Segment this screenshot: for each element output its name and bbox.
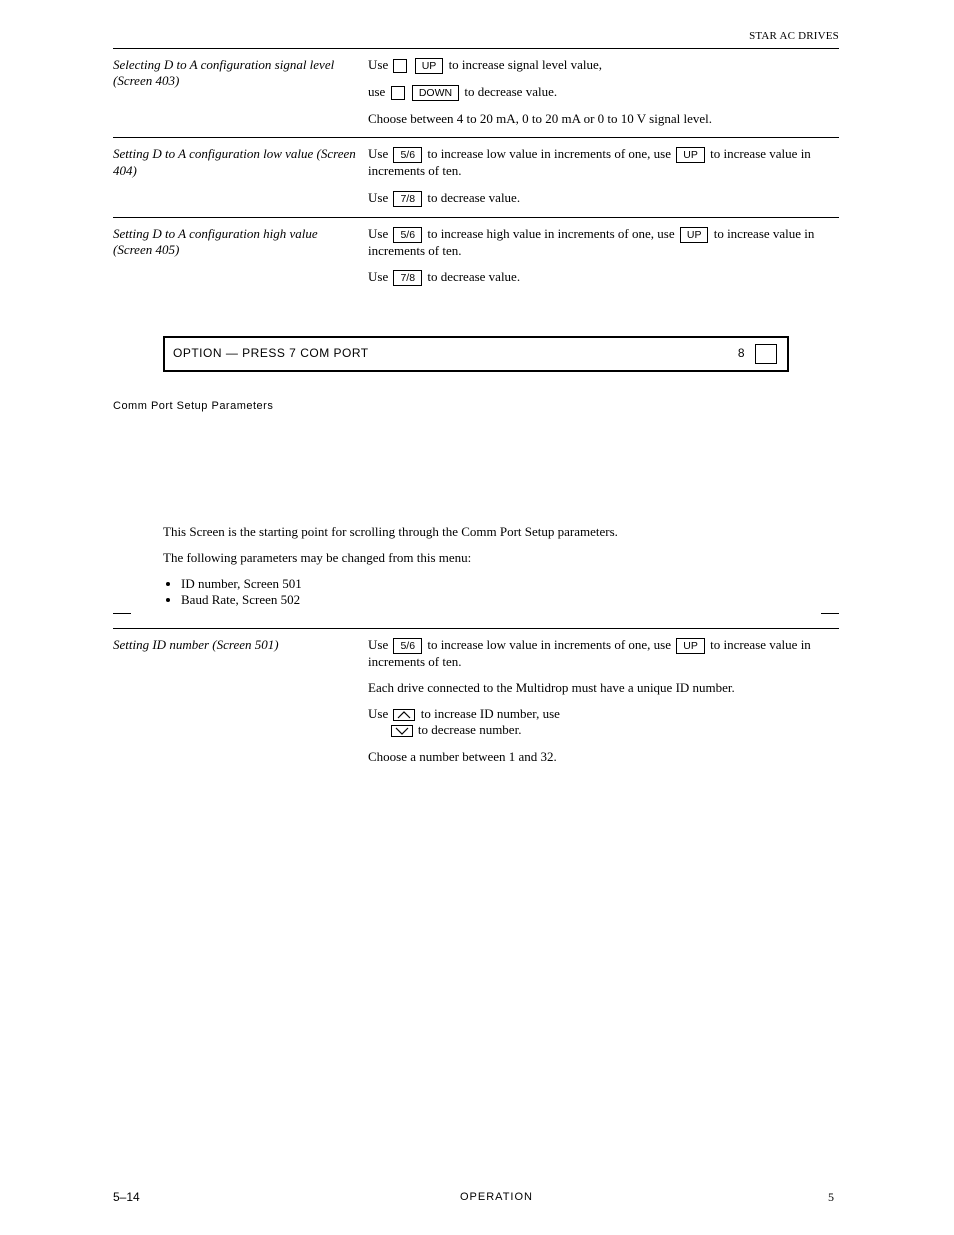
footer-chapter: OPERATION xyxy=(460,1191,533,1205)
key-up: UP xyxy=(676,638,705,654)
option-box-text: OPTION — PRESS 7 COM PORT xyxy=(173,346,369,361)
s1-p1-pre: Use xyxy=(368,57,391,72)
s1-p2-post: to decrease value. xyxy=(464,84,557,99)
key-up: UP xyxy=(680,227,709,243)
section-1: Selecting D to A configuration signal le… xyxy=(113,49,839,137)
brand-label: STAR AC DRIVES xyxy=(749,30,839,44)
s4-p1-pre: Use xyxy=(368,637,391,652)
subtitle: Comm Port Setup Parameters xyxy=(113,400,839,414)
key-5-6: 5/6 xyxy=(393,147,422,163)
body-text-2: The following parameters may be changed … xyxy=(163,550,839,566)
s3-p1-mid: to increase high value in increments of … xyxy=(427,226,678,241)
s3-p2-pre: Use xyxy=(368,269,391,284)
bullet-1: ID number, Screen 501 xyxy=(181,576,839,592)
page-content: STAR AC DRIVES Selecting D to A configur… xyxy=(113,0,839,775)
s2-p2-pre: Use xyxy=(368,190,391,205)
key-5-6: 5/6 xyxy=(393,638,422,654)
s1-p3: Choose between 4 to 20 mA, 0 to 20 mA or… xyxy=(368,111,839,127)
s2-p1-pre: Use xyxy=(368,146,391,161)
s4-p3-mid: to increase ID number, use xyxy=(421,706,560,721)
section-4-body: Use 5/6 to increase low value in increme… xyxy=(368,637,839,775)
s4-p1-mid: to increase low value in increments of o… xyxy=(427,637,674,652)
option-box-comm-port: OPTION — PRESS 7 COM PORT 8 xyxy=(163,336,789,372)
key-5-6: 5/6 xyxy=(393,227,422,243)
section-2-body: Use 5/6 to increase low value in increme… xyxy=(368,146,839,216)
option-box-right-label: 8 xyxy=(738,346,745,361)
section-3-body: Use 5/6 to increase high value in increm… xyxy=(368,226,839,296)
section-3-title: Setting D to A configuration high value … xyxy=(113,226,358,296)
section-3: Setting D to A configuration high value … xyxy=(113,218,839,296)
body-text-1: This Screen is the starting point for sc… xyxy=(163,524,839,540)
page-number: 5–14 xyxy=(113,1190,140,1205)
s3-p1-pre: Use xyxy=(368,226,391,241)
key-up: UP xyxy=(415,58,444,74)
section-2-title: Setting D to A configuration low value (… xyxy=(113,146,358,216)
key-7-8: 7/8 xyxy=(393,191,422,207)
s1-p2-pre: use xyxy=(368,84,389,99)
footer-right-num: 5 xyxy=(828,1190,834,1205)
key-7-8: 7/8 xyxy=(393,270,422,286)
bullet-2: Baud Rate, Screen 502 xyxy=(181,592,839,608)
section-4: Setting ID number (Screen 501) Use 5/6 t… xyxy=(113,629,839,775)
s2-p1-mid: to increase low value in increments of o… xyxy=(427,146,674,161)
s4-p3-pre: Use xyxy=(368,706,391,721)
section-2: Setting D to A configuration low value (… xyxy=(113,138,839,216)
s4-p3-post: to decrease number. xyxy=(418,722,522,737)
arrow-up-icon xyxy=(393,709,415,721)
s1-p1-mid: to increase signal level value, xyxy=(449,57,602,72)
enter-icon xyxy=(755,344,777,364)
section-4-title: Setting ID number (Screen 501) xyxy=(113,637,358,775)
s2-p2-mid: to decrease value. xyxy=(427,190,520,205)
s4-p4: Choose a number between 1 and 32. xyxy=(368,749,839,765)
key-up: UP xyxy=(676,147,705,163)
softkey-icon xyxy=(391,86,405,100)
arrow-down-icon xyxy=(391,725,413,737)
s3-p2-mid: to decrease value. xyxy=(427,269,520,284)
section-1-title: Selecting D to A configuration signal le… xyxy=(113,57,358,137)
softkey-icon xyxy=(393,59,407,73)
s4-p2: Each drive connected to the Multidrop mu… xyxy=(368,680,839,696)
section-1-body: Use UP to increase signal level value, u… xyxy=(368,57,839,137)
key-down: DOWN xyxy=(412,85,459,101)
